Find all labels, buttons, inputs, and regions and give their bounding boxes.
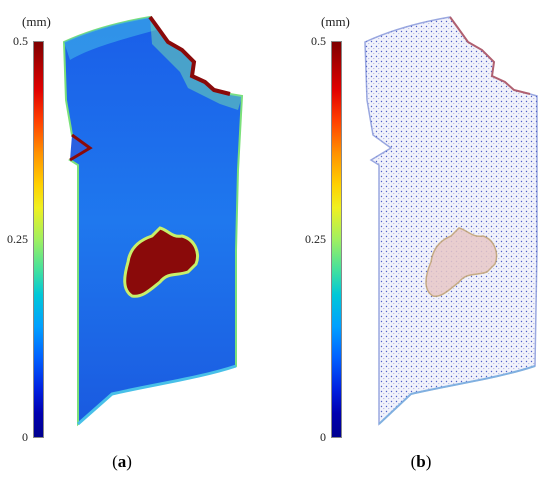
colorbar [331, 41, 342, 438]
blade-surface [62, 15, 244, 427]
colorbar [33, 41, 44, 438]
panel-a: (mm) 0.5 0.25 0 (a) [7, 14, 244, 471]
deviation-scan-image [62, 15, 244, 427]
defect-region [123, 226, 199, 298]
caption-a: (a) [112, 452, 132, 471]
colorbar-tick-max: 0.5 [13, 34, 28, 48]
panel-b: (mm) 0.5 0.25 0 (b) [275, 0, 550, 482]
colorbar-tick-mid: 0.25 [305, 232, 326, 246]
caption-b: (b) [410, 452, 432, 471]
defect-region-faint [425, 227, 498, 298]
colorbar-tick-max: 0.5 [311, 34, 326, 48]
colorbar-tick-min: 0 [320, 430, 326, 444]
colorbar-unit-label: (mm) [321, 14, 350, 29]
colorbar-unit-label: (mm) [22, 14, 51, 29]
colorbar-tick-min: 0 [22, 430, 28, 444]
point-cloud-image [364, 16, 538, 426]
colorbar-tick-mid: 0.25 [7, 232, 28, 246]
